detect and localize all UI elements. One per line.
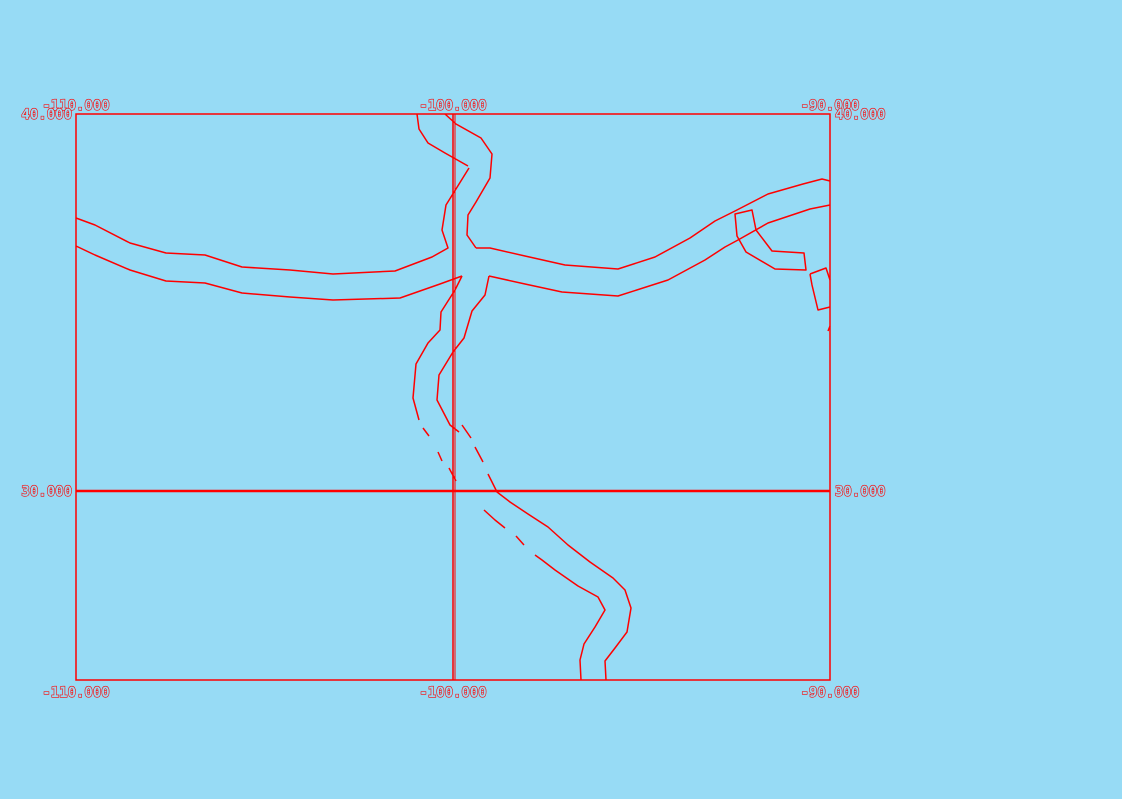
river-east-segment-south-bank xyxy=(488,204,831,297)
river-south-east-bank xyxy=(461,424,632,681)
label-bottom-lon-mid: -100.000 xyxy=(419,685,486,701)
label-top-lon-left: -110.000 xyxy=(42,98,109,114)
river-north-upper-west-bank xyxy=(416,113,469,167)
label-top-lon-mid: -100.000 xyxy=(419,98,486,114)
river-east-west-north-bank xyxy=(75,167,470,275)
river-central-west-bank xyxy=(412,275,463,421)
label-top-lon-right: -90.000 xyxy=(800,98,859,114)
label-right-lat-top: 40.000 xyxy=(835,107,886,123)
river-east-west xyxy=(75,167,831,301)
river-central-east-bank xyxy=(436,275,490,433)
tributary-east-edge xyxy=(809,267,831,332)
river-north-south xyxy=(412,113,632,681)
river-south-west-bank xyxy=(422,427,606,681)
label-bottom-lon-left: -110.000 xyxy=(42,685,109,701)
river-east-segment-north-bank xyxy=(476,178,831,270)
river-east-west-south-bank xyxy=(75,245,463,301)
label-bottom-lon-right: -90.000 xyxy=(800,685,859,701)
label-right-lat-mid: 30.000 xyxy=(835,484,886,500)
tributary-outline xyxy=(734,209,807,271)
river-north-upper-east-bank xyxy=(444,113,493,249)
label-left-lat-top: 40.000 xyxy=(21,107,72,123)
label-left-lat-mid: 30.000 xyxy=(21,484,72,500)
river-tributary-east xyxy=(734,209,831,332)
